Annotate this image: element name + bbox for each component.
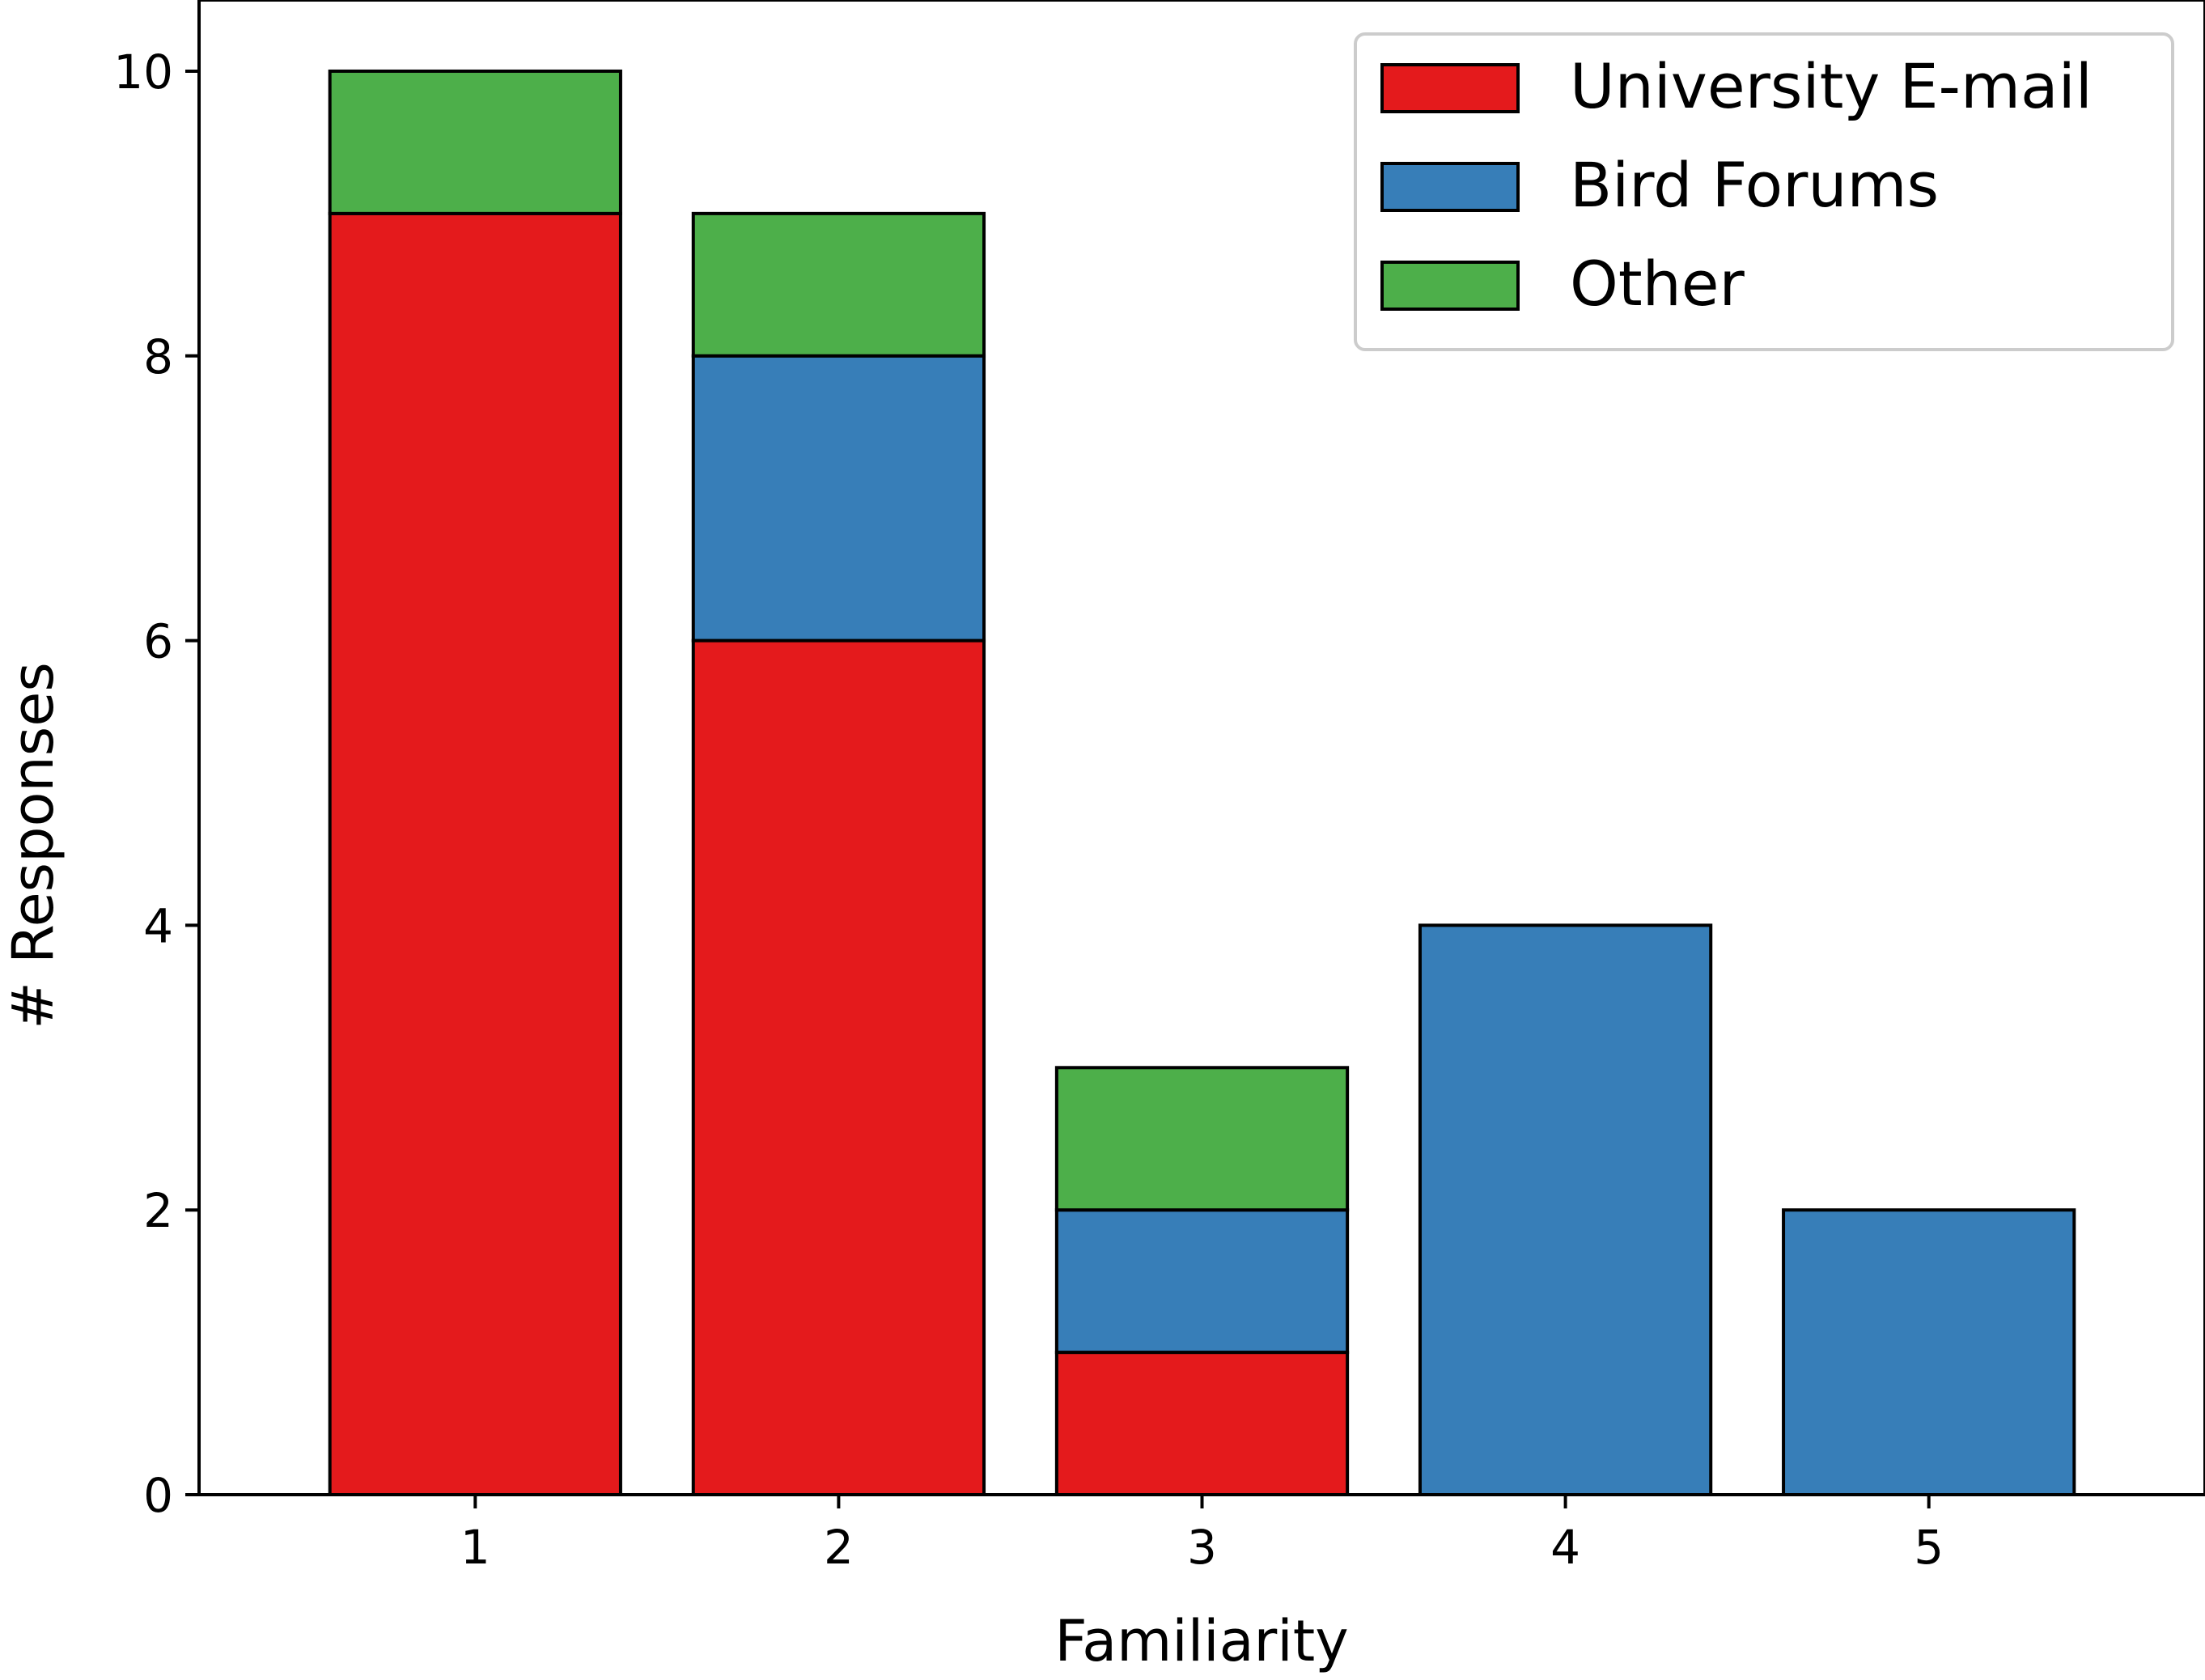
legend-swatch-university-e-mail [1380,63,1520,113]
bar-university-e-mail-cat-1 [328,211,622,1496]
legend: University E-mail Bird Forums Other [1354,32,2174,351]
y-tick-label: 0 [143,1468,173,1523]
y-tick-label: 4 [143,898,173,953]
bar-bird-forums-cat-4 [1418,923,1713,1496]
bar-university-e-mail-cat-3 [1054,1351,1350,1496]
x-axis-label: Familiarity [1054,1608,1348,1674]
y-tick-label: 8 [143,329,173,384]
legend-box [1354,32,2174,351]
ticks-layer: 1 2 3 4 5 0 2 4 6 8 10 [113,45,1944,1575]
legend-items: University E-mail Bird Forums Other [1380,50,2093,320]
legend-swatch-bird-forums [1380,162,1520,212]
legend-swatch-other [1380,261,1520,311]
legend-label: Bird Forums [1570,149,1939,221]
bar-other-cat-3 [1054,1066,1350,1212]
legend-label: Other [1570,248,1745,320]
y-tick-label: 2 [143,1183,173,1238]
y-tick-label: 6 [143,614,173,669]
x-tick-label: 5 [1914,1520,1944,1575]
bar-bird-forums-cat-2 [691,354,986,643]
legend-label: University E-mail [1570,50,2093,122]
x-tick-label: 3 [1187,1520,1217,1575]
x-tick-label: 1 [460,1520,490,1575]
x-tick-label: 2 [824,1520,854,1575]
bar-bird-forums-cat-3 [1054,1208,1350,1355]
bar-bird-forums-cat-5 [1782,1208,2076,1496]
bar-university-e-mail-cat-2 [691,638,986,1496]
bar-other-cat-1 [328,69,622,215]
x-tick-label: 4 [1550,1520,1580,1575]
y-axis-label: # Responses [0,662,66,1029]
bar-other-cat-2 [691,211,986,358]
y-tick-label: 10 [113,45,173,100]
bars-layer [328,69,2076,1496]
